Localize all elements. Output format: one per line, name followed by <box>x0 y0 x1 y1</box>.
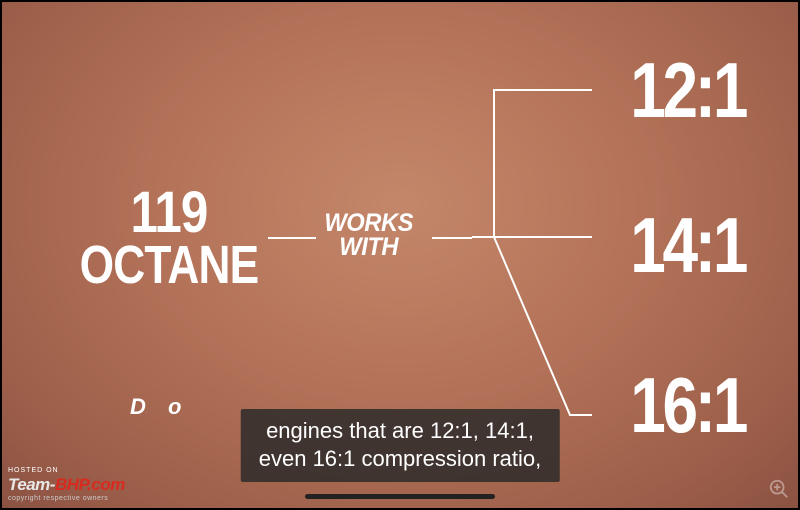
with-label: WITH <box>324 236 413 260</box>
octane-heading: 119 OCTANE <box>60 185 278 291</box>
watermark: HOSTED ON Team-BHP.com copyright respect… <box>8 467 125 502</box>
ratio-2: 14:1 <box>630 200 745 291</box>
octane-number: 119 <box>76 185 261 240</box>
watermark-hosted-label: HOSTED ON <box>8 467 125 474</box>
octane-label: OCTANE <box>80 240 259 291</box>
watermark-brand: Team-BHP.com <box>8 475 125 495</box>
watermark-bhp: BHP <box>55 475 87 494</box>
works-with-label: WORKS WITH <box>324 212 413 260</box>
ratio-1: 12:1 <box>630 45 745 136</box>
branch-connector <box>472 75 622 435</box>
video-caption: engines that are 12:1, 14:1, even 16:1 c… <box>241 409 560 482</box>
watermark-subtitle: copyright respective owners <box>8 495 125 502</box>
watermark-team: Team- <box>8 475 55 494</box>
watermark-com: .com <box>87 475 125 494</box>
connector-line-left <box>268 237 316 239</box>
connector-line-right <box>432 237 472 239</box>
background-decor-text: D o <box>130 394 189 420</box>
zoom-icon[interactable] <box>768 478 790 500</box>
video-scrub-bar[interactable] <box>305 494 495 499</box>
ratio-3: 16:1 <box>630 360 745 451</box>
